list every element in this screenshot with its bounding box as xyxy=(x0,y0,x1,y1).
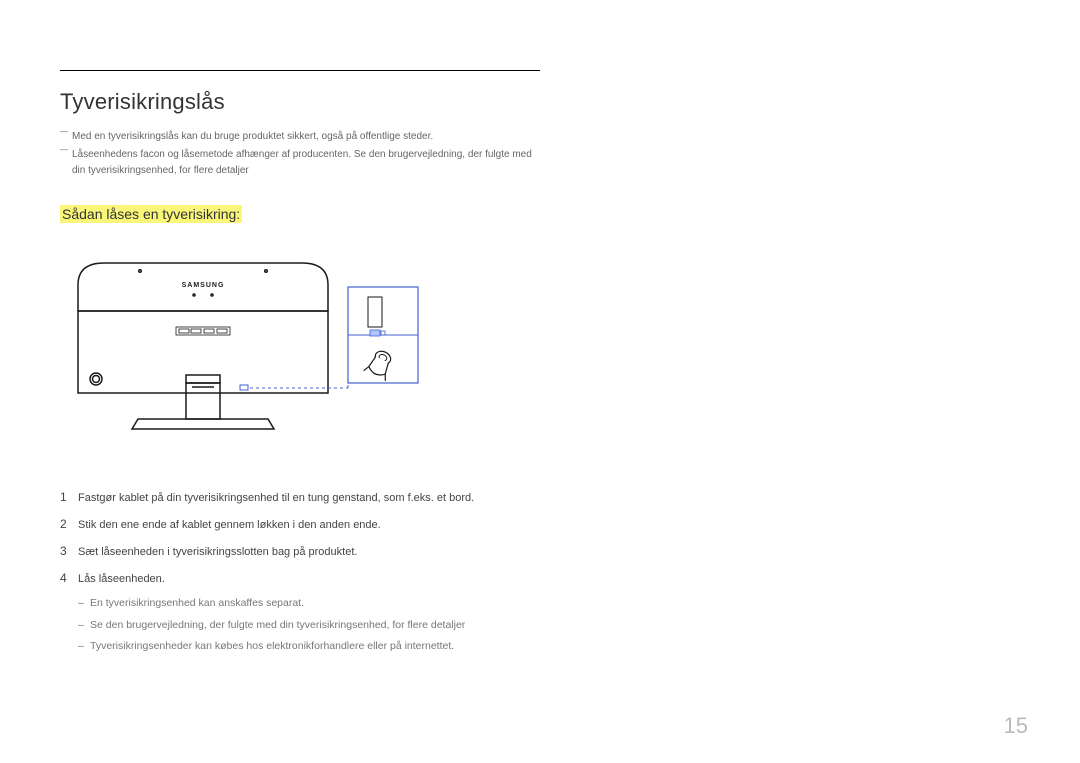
note-item: Med en tyverisikringslås kan du bruge pr… xyxy=(60,129,540,145)
step-text: Fastgør kablet på din tyverisikringsenhe… xyxy=(78,488,540,509)
lock-diagram: SAMSUNG xyxy=(68,257,540,462)
step-number: 3 xyxy=(60,540,78,563)
step-number: 2 xyxy=(60,513,78,536)
sub-note: Se den brugervejledning, der fulgte med … xyxy=(78,616,540,636)
content-column: Tyverisikringslås Med en tyverisikringsl… xyxy=(60,70,540,657)
notes: Med en tyverisikringslås kan du bruge pr… xyxy=(60,129,540,179)
section-subtitle: Sådan låses en tyverisikring: xyxy=(60,205,242,223)
step-text: Sæt låseenheden i tyverisikringsslotten … xyxy=(78,542,540,563)
step-number: 4 xyxy=(60,567,78,590)
step-text: Stik den ene ende af kablet gennem løkke… xyxy=(78,515,540,536)
brand-label: SAMSUNG xyxy=(182,282,225,289)
sub-note: En tyverisikringsenhed kan anskaffes sep… xyxy=(78,594,540,614)
step-row: 3 Sæt låseenheden i tyverisikringsslotte… xyxy=(60,540,540,563)
step-number: 1 xyxy=(60,486,78,509)
page-number: 15 xyxy=(1004,713,1028,739)
step-text: Lås låseenheden. xyxy=(78,569,540,590)
sub-notes: En tyverisikringsenhed kan anskaffes sep… xyxy=(60,594,540,658)
step-row: 2 Stik den ene ende af kablet gennem løk… xyxy=(60,513,540,536)
top-rule xyxy=(60,70,540,71)
page-title: Tyverisikringslås xyxy=(60,89,540,115)
note-item: Låseenhedens facon og låsemetode afhænge… xyxy=(60,147,540,179)
step-row: 1 Fastgør kablet på din tyverisikringsen… xyxy=(60,486,540,509)
sub-note: Tyverisikringsenheder kan købes hos elek… xyxy=(78,637,540,657)
steps-list: 1 Fastgør kablet på din tyverisikringsen… xyxy=(60,486,540,657)
step-row: 4 Lås låseenheden. xyxy=(60,567,540,590)
